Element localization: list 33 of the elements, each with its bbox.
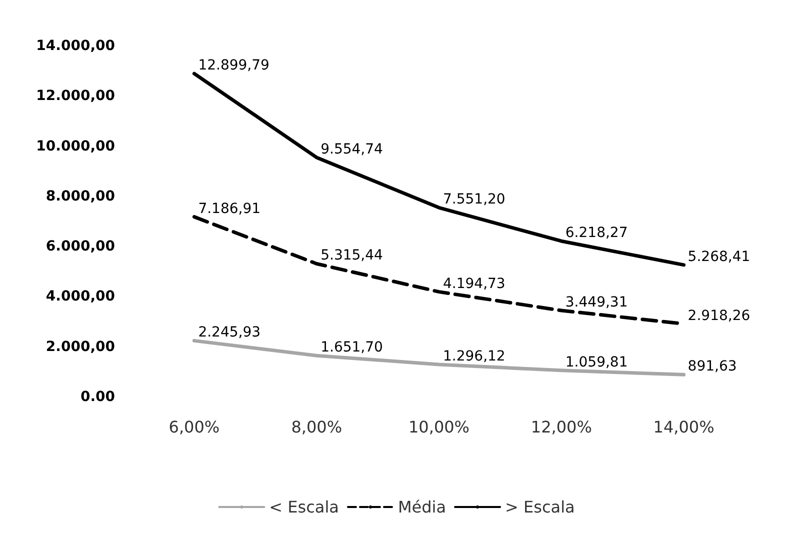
data-label: 9.554,74 [320, 141, 384, 158]
y-tick-label: 0.00 [80, 389, 116, 405]
y-tick-label: 8.000,00 [46, 188, 116, 204]
x-tick-label: 12,00% [530, 418, 592, 436]
data-label: 1.651,70 [320, 340, 383, 356]
data-label: 6.218,27 [565, 225, 628, 242]
data-label: 891,63 [688, 358, 737, 375]
line-series [192, 72, 686, 267]
x-tick-label: 10,00% [408, 418, 470, 436]
legend-label: Média [398, 498, 446, 516]
line-series [192, 338, 686, 376]
data-label: 3.449,31 [565, 294, 628, 311]
y-tick-label: 12.000,00 [36, 88, 116, 104]
y-tick-label: 4.000,00 [46, 288, 116, 305]
data-label: 5.315,44 [320, 248, 384, 264]
data-label: 7.551,20 [443, 192, 506, 208]
y-tick-label: 2.000,00 [46, 338, 116, 355]
data-label: 7.186,91 [198, 200, 261, 217]
x-tick-label: 8,00% [291, 418, 342, 436]
x-tick-label: 14,00% [653, 418, 714, 436]
y-tick-label: 14.000,00 [36, 38, 116, 54]
x-tick-label: 6,00% [168, 418, 220, 436]
y-tick-label: 10.000,00 [36, 138, 116, 154]
data-label: 1.059,81 [565, 354, 628, 370]
data-label: 2.918,26 [688, 308, 750, 324]
data-label: 12.899,79 [198, 58, 270, 74]
data-label: 4.194,73 [443, 276, 506, 292]
data-label: 2.245,93 [198, 324, 261, 341]
y-tick-label: 6.000,00 [46, 238, 116, 255]
data-label: 1.296,12 [443, 348, 506, 365]
data-label: 5.268,41 [688, 248, 750, 265]
legend-label: > Escala [505, 498, 575, 516]
legend-label: < Escala [269, 498, 339, 516]
